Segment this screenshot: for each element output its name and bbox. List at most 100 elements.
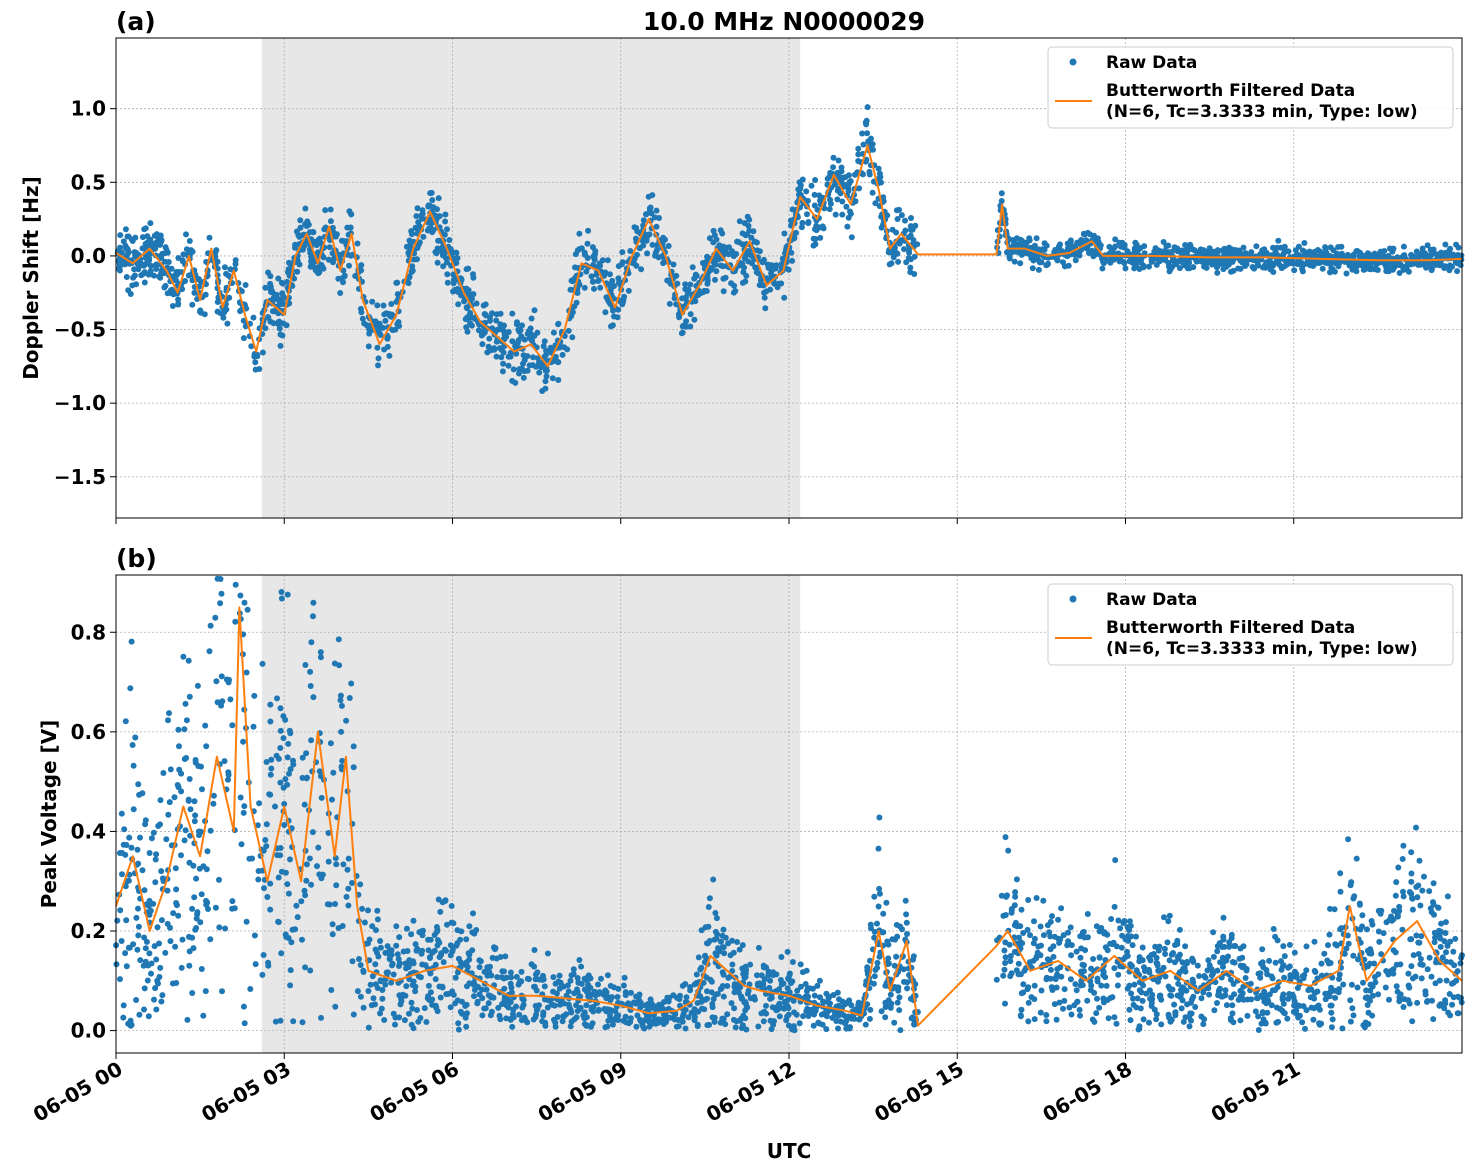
raw-data-point [173, 886, 180, 893]
raw-data-point [178, 852, 184, 859]
raw-data-point [1291, 968, 1298, 975]
raw-data-point [152, 879, 159, 886]
raw-data-point [1229, 959, 1236, 965]
raw-data-point [1013, 967, 1020, 974]
raw-data-point [464, 328, 471, 335]
raw-data-point [182, 278, 189, 284]
raw-data-point [1419, 887, 1426, 894]
raw-data-point [789, 959, 796, 965]
raw-data-point [602, 309, 609, 316]
raw-data-point [377, 1010, 383, 1017]
raw-data-point [173, 980, 180, 986]
raw-data-point [871, 893, 878, 900]
raw-data-point [1369, 992, 1376, 999]
raw-data-point [165, 259, 172, 265]
raw-data-point [653, 223, 660, 230]
raw-data-point [632, 1000, 639, 1007]
raw-data-point [497, 954, 504, 960]
raw-data-point [673, 301, 680, 308]
raw-data-point [189, 990, 196, 996]
raw-data-point [435, 237, 442, 244]
raw-data-point [307, 967, 314, 974]
raw-data-point [1131, 981, 1138, 988]
raw-data-point [1389, 248, 1396, 255]
raw-data-point [1028, 994, 1035, 1001]
raw-data-point [878, 1008, 885, 1015]
raw-data-point [172, 272, 179, 279]
raw-data-point [394, 951, 401, 958]
raw-data-point [315, 844, 322, 851]
raw-data-point [1302, 1025, 1308, 1032]
raw-data-point [595, 1007, 602, 1014]
raw-data-point [1404, 262, 1411, 268]
raw-data-point [652, 1020, 659, 1027]
raw-data-point [1133, 933, 1139, 940]
raw-data-point [130, 806, 137, 813]
raw-data-point [210, 800, 217, 807]
raw-data-point [221, 264, 228, 271]
raw-data-point [493, 353, 500, 360]
raw-data-point [1202, 974, 1209, 981]
raw-data-point [531, 947, 538, 953]
raw-data-point [1037, 923, 1044, 930]
raw-data-point [310, 613, 316, 620]
raw-data-point [386, 352, 393, 359]
raw-data-point [125, 1020, 132, 1027]
raw-data-point [357, 962, 364, 968]
raw-data-point [237, 794, 244, 801]
raw-data-point [736, 946, 743, 953]
raw-data-point [189, 301, 196, 308]
raw-data-point [281, 822, 288, 828]
raw-data-point [1303, 943, 1310, 950]
raw-data-point [455, 1026, 462, 1033]
raw-data-point [468, 322, 475, 329]
raw-data-point [1210, 929, 1217, 936]
raw-data-point [1103, 982, 1110, 989]
raw-data-point [318, 794, 325, 801]
raw-data-point [183, 755, 190, 761]
raw-data-point [1066, 1004, 1073, 1011]
raw-data-point [282, 869, 289, 876]
raw-data-point [1179, 259, 1186, 266]
raw-data-point [133, 914, 140, 921]
raw-data-point [742, 1015, 749, 1022]
raw-data-point [1254, 995, 1261, 1002]
raw-data-point [453, 249, 460, 256]
raw-data-point [839, 198, 846, 205]
raw-data-point [439, 248, 445, 255]
raw-data-point [129, 742, 136, 748]
raw-data-point [687, 281, 694, 288]
raw-data-point [1017, 923, 1024, 930]
raw-data-point [1255, 262, 1262, 269]
raw-data-point [618, 261, 625, 268]
raw-data-point [158, 917, 165, 924]
legend-raw-label: Raw Data [1106, 53, 1197, 73]
raw-data-point [1400, 842, 1407, 849]
raw-data-point [712, 950, 719, 957]
raw-data-point [768, 270, 775, 277]
raw-data-point [1410, 952, 1417, 959]
raw-data-point [683, 994, 690, 1001]
raw-data-point [277, 705, 284, 712]
raw-data-point [739, 241, 746, 248]
raw-data-point [1303, 1007, 1310, 1014]
raw-data-point [1011, 922, 1018, 929]
raw-data-point [1028, 253, 1035, 260]
raw-data-point [835, 186, 842, 192]
raw-data-point [893, 207, 900, 214]
raw-data-point [365, 907, 371, 914]
raw-data-point [1052, 246, 1059, 253]
raw-data-point [1166, 957, 1173, 964]
raw-data-point [797, 961, 804, 968]
raw-data-point [785, 1011, 792, 1018]
raw-data-point [264, 894, 271, 900]
raw-data-point [1089, 247, 1096, 254]
raw-data-point [165, 717, 171, 724]
raw-data-point [444, 921, 450, 928]
raw-data-point [1418, 975, 1425, 982]
raw-data-point [583, 1002, 590, 1009]
raw-data-point [573, 299, 580, 306]
raw-data-point [884, 938, 891, 945]
raw-data-point [1206, 962, 1213, 969]
raw-data-point [142, 945, 149, 952]
